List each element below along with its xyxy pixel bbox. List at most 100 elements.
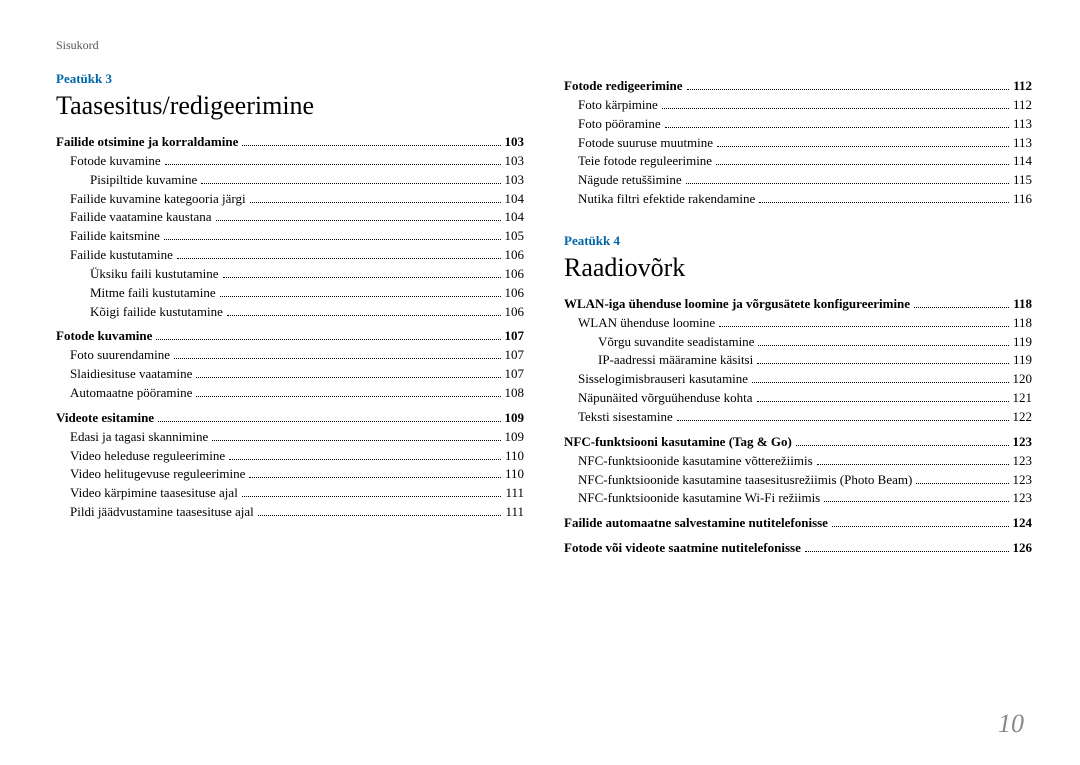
toc-label: WLAN ühenduse loomine <box>578 314 715 333</box>
toc-entry[interactable]: Pildi jäädvustamine taasesituse ajal 111 <box>56 503 524 522</box>
toc-entry[interactable]: Failide otsimine ja korraldamine 103 <box>56 133 524 152</box>
toc-page: 103 <box>505 152 525 171</box>
toc-page: 122 <box>1013 408 1033 427</box>
toc-entry[interactable]: WLAN ühenduse loomine 118 <box>564 314 1032 333</box>
toc-entry[interactable]: Foto kärpimine 112 <box>564 96 1032 115</box>
toc-label: Foto pööramine <box>578 115 661 134</box>
toc-label: Failide kuvamine kategooria järgi <box>70 190 246 209</box>
toc-leader-dots <box>196 377 500 378</box>
toc-leader-dots <box>212 440 500 441</box>
toc-leader-dots <box>165 164 501 165</box>
toc-entry[interactable]: Video kärpimine taasesituse ajal 111 <box>56 484 524 503</box>
toc-entry[interactable]: Failide kaitsmine 105 <box>56 227 524 246</box>
toc-entry[interactable]: Võrgu suvandite seadistamine 119 <box>564 333 1032 352</box>
toc-leader-dots <box>759 202 1009 203</box>
toc-leader-dots <box>242 145 500 146</box>
toc-page: 123 <box>1013 471 1033 490</box>
toc-label: Failide vaatamine kaustana <box>70 208 212 227</box>
toc-page: 112 <box>1013 96 1032 115</box>
toc-entry[interactable]: Fotode kuvamine 103 <box>56 152 524 171</box>
toc-leader-dots <box>719 326 1009 327</box>
toc-label: Fotode kuvamine <box>56 327 152 346</box>
toc-entry[interactable]: Failide vaatamine kaustana 104 <box>56 208 524 227</box>
toc-entry[interactable]: Failide kustutamine 106 <box>56 246 524 265</box>
toc-page: 105 <box>505 227 525 246</box>
toc-label: WLAN-iga ühenduse loomine ja võrgusätete… <box>564 295 910 314</box>
toc-entry[interactable]: Nägude retuššimine 115 <box>564 171 1032 190</box>
toc-label: Edasi ja tagasi skannimine <box>70 428 208 447</box>
toc-entry[interactable]: Nutika filtri efektide rakendamine 116 <box>564 190 1032 209</box>
toc-leader-dots <box>229 459 501 460</box>
toc-entry[interactable]: Failide automaatne salvestamine nutitele… <box>564 514 1032 533</box>
header-breadcrumb: Sisukord <box>56 38 1032 53</box>
toc-page: 110 <box>505 465 524 484</box>
toc-label: Teksti sisestamine <box>578 408 673 427</box>
toc-label: Failide automaatne salvestamine nutitele… <box>564 514 828 533</box>
toc-label: Nutika filtri efektide rakendamine <box>578 190 755 209</box>
toc-entry[interactable]: Failide kuvamine kategooria järgi 104 <box>56 190 524 209</box>
toc-leader-dots <box>258 515 502 516</box>
toc-leader-dots <box>824 501 1008 502</box>
toc-leader-dots <box>196 396 500 397</box>
toc-page: 103 <box>505 133 525 152</box>
toc-page: 114 <box>1013 152 1032 171</box>
toc-label: Failide kustutamine <box>70 246 173 265</box>
toc-leader-dots <box>687 89 1010 90</box>
toc-page: 104 <box>505 190 525 209</box>
toc-page: 113 <box>1013 134 1032 153</box>
toc-label: Video heleduse reguleerimine <box>70 447 225 466</box>
toc-entry[interactable]: Fotode või videote saatmine nutitelefoni… <box>564 539 1032 558</box>
toc-entry[interactable]: Teksti sisestamine 122 <box>564 408 1032 427</box>
toc-leader-dots <box>177 258 501 259</box>
chapter-label-3: Peatükk 3 <box>56 71 524 87</box>
toc-page: 124 <box>1013 514 1033 533</box>
toc-label: Videote esitamine <box>56 409 154 428</box>
toc-page: 107 <box>505 327 525 346</box>
toc-page: 109 <box>505 409 525 428</box>
toc-leader-dots <box>665 127 1009 128</box>
toc-page: 106 <box>505 246 525 265</box>
toc-entry[interactable]: NFC-funktsioonide kasutamine taasesitusr… <box>564 471 1032 490</box>
toc-entry[interactable]: NFC-funktsioonide kasutamine Wi-Fi režii… <box>564 489 1032 508</box>
toc-entry[interactable]: Mitme faili kustutamine 106 <box>56 284 524 303</box>
toc-leader-dots <box>832 526 1009 527</box>
toc-entry[interactable]: Fotode kuvamine 107 <box>56 327 524 346</box>
toc-entry[interactable]: Video heleduse reguleerimine 110 <box>56 447 524 466</box>
toc-page: 107 <box>505 365 525 384</box>
toc-label: Foto kärpimine <box>578 96 658 115</box>
toc-entry[interactable]: Fotode redigeerimine 112 <box>564 77 1032 96</box>
toc-entry[interactable]: Edasi ja tagasi skannimine 109 <box>56 428 524 447</box>
toc-entry[interactable]: Foto pööramine 113 <box>564 115 1032 134</box>
toc-label: Kõigi failide kustutamine <box>90 303 223 322</box>
toc-entry[interactable]: Foto suurendamine 107 <box>56 346 524 365</box>
toc-entry[interactable]: WLAN-iga ühenduse loomine ja võrgusätete… <box>564 295 1032 314</box>
toc-entry[interactable]: Kõigi failide kustutamine 106 <box>56 303 524 322</box>
toc-entry[interactable]: Pisipiltide kuvamine 103 <box>56 171 524 190</box>
toc-entry[interactable]: NFC-funktsiooni kasutamine (Tag & Go) 12… <box>564 433 1032 452</box>
toc-entry[interactable]: IP-aadressi määramine käsitsi 119 <box>564 351 1032 370</box>
toc-entry[interactable]: Fotode suuruse muutmine 113 <box>564 134 1032 153</box>
toc-entry[interactable]: Üksiku faili kustutamine 106 <box>56 265 524 284</box>
toc-page: 106 <box>505 284 525 303</box>
toc-leader-dots <box>223 277 501 278</box>
toc-page: 109 <box>505 428 525 447</box>
toc-entry[interactable]: Teie fotode reguleerimine 114 <box>564 152 1032 171</box>
toc-entry[interactable]: Automaatne pööramine 108 <box>56 384 524 403</box>
toc-label: NFC-funktsioonide kasutamine võtterežiim… <box>578 452 813 471</box>
toc-page: 121 <box>1013 389 1033 408</box>
toc-entry[interactable]: Video helitugevuse reguleerimine 110 <box>56 465 524 484</box>
toc-leader-dots <box>677 420 1009 421</box>
chapter-label-4: Peatükk 4 <box>564 233 1032 249</box>
toc-leader-dots <box>242 496 502 497</box>
toc-entry[interactable]: NFC-funktsioonide kasutamine võtterežiim… <box>564 452 1032 471</box>
toc-entry[interactable]: Sisselogimisbrauseri kasutamine 120 <box>564 370 1032 389</box>
toc-leader-dots <box>758 345 1009 346</box>
toc-page: 112 <box>1013 77 1032 96</box>
toc-entry[interactable]: Näpunäited võrguühenduse kohta 121 <box>564 389 1032 408</box>
toc-entry[interactable]: Slaidiesituse vaatamine 107 <box>56 365 524 384</box>
toc-leader-dots <box>249 477 501 478</box>
toc-label: Automaatne pööramine <box>70 384 192 403</box>
toc-page: 104 <box>505 208 525 227</box>
toc-leader-dots <box>662 108 1009 109</box>
toc-entry[interactable]: Videote esitamine 109 <box>56 409 524 428</box>
